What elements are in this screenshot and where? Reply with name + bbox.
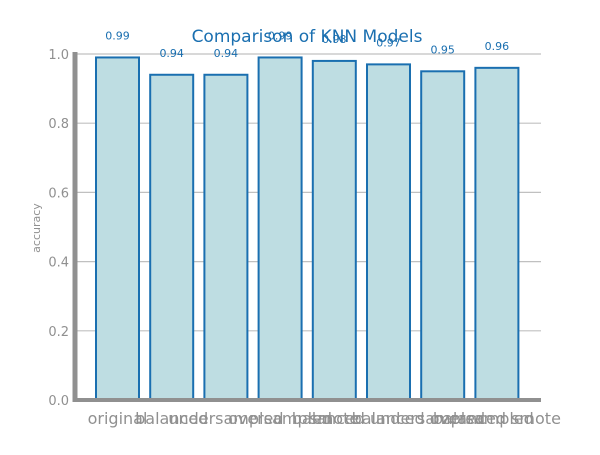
y-tick-label: 0.0 (48, 394, 69, 409)
bar (420, 70, 466, 402)
x-tick-label: balanced undersampled (292, 409, 485, 428)
x-tick-label: balanced smote (433, 409, 561, 428)
data-label: 0.98 (322, 33, 347, 46)
axes (72, 52, 541, 402)
bars (95, 56, 520, 402)
data-label: 0.99 (105, 29, 130, 42)
y-axis-label: accuracy (30, 203, 43, 253)
y-tick-label: 0.6 (48, 186, 69, 201)
bar (149, 73, 195, 401)
chart-title: Comparison of KNN Models (192, 27, 423, 47)
x-tick-label: smote (309, 409, 359, 428)
data-labels: 0.99 0.94 0.94 0.99 0.98 0.97 0.95 0.96 (105, 29, 509, 59)
y-tick-label: 0.4 (48, 256, 69, 271)
x-tick-labels: originalbalancedundersampledoversampleds… (88, 409, 561, 428)
x-tick-label: original (88, 409, 148, 428)
x-tick-label: oversampled (228, 409, 332, 428)
y-tick-labels: 0.0 0.2 0.4 0.6 0.8 1.0 (48, 48, 69, 409)
data-label: 0.99 (268, 29, 293, 42)
data-label: 0.96 (485, 40, 510, 53)
bar (366, 63, 411, 401)
bar (203, 73, 249, 401)
data-label: 0.94 (159, 47, 184, 60)
bar (311, 59, 357, 401)
data-label: 0.97 (376, 36, 401, 49)
data-label: 0.95 (430, 43, 455, 56)
y-tick-label: 0.8 (48, 117, 69, 132)
bar (95, 56, 140, 402)
grid-lines (75, 53, 541, 332)
data-label: 0.94 (214, 47, 239, 60)
x-tick-label: balanced oversampled (352, 409, 534, 428)
y-tick-label: 1.0 (48, 48, 69, 63)
bar (474, 66, 520, 401)
x-tick-label: balanced (135, 409, 208, 428)
y-tick-label: 0.2 (48, 325, 69, 340)
bar (257, 56, 303, 402)
x-tick-label: undersampled (168, 409, 283, 428)
